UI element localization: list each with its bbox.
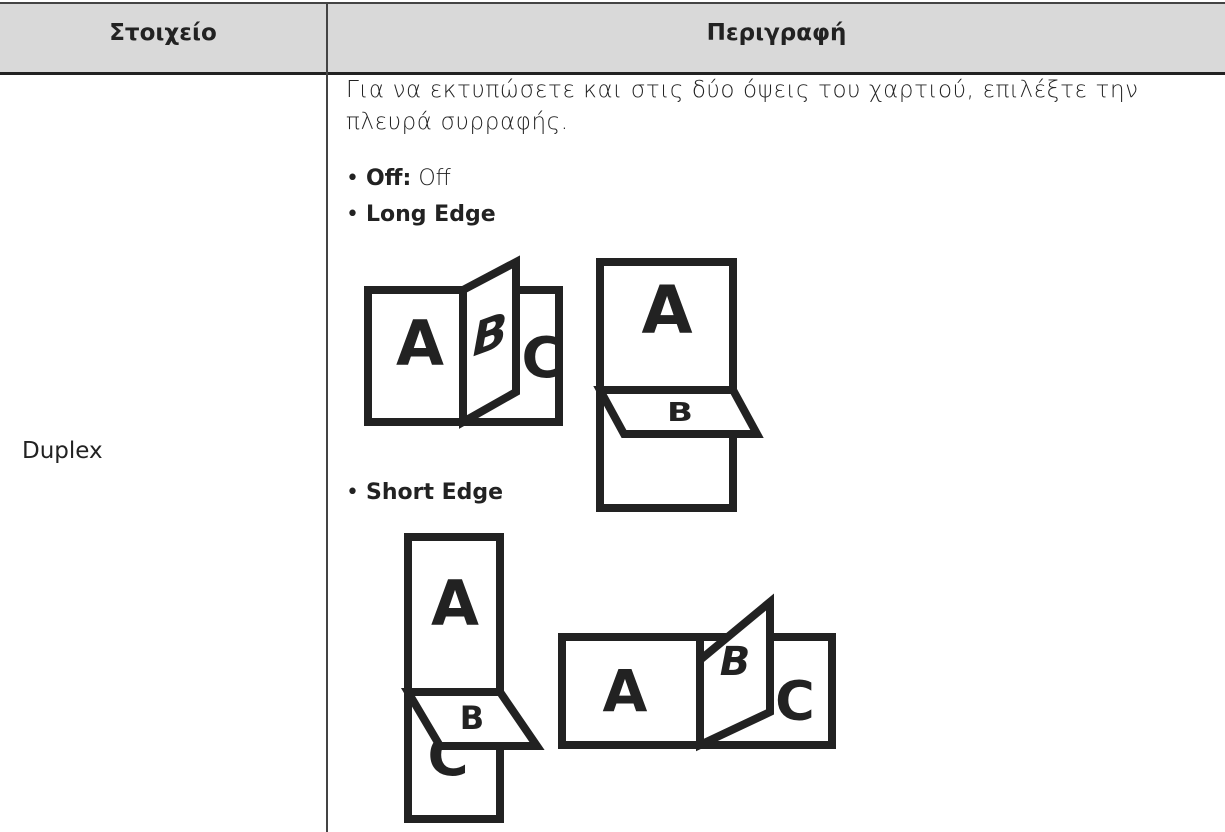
figure-letter: B bbox=[667, 398, 693, 428]
figure-letter: B bbox=[460, 699, 484, 737]
page-shape bbox=[596, 258, 737, 512]
item-cell: Duplex bbox=[22, 438, 103, 464]
page-shape bbox=[558, 633, 704, 749]
folded-page bbox=[696, 593, 774, 752]
page-shape bbox=[404, 533, 504, 823]
figure-letter: B bbox=[472, 302, 507, 368]
figure-letter: C bbox=[775, 670, 815, 733]
header-cell: Στοιχείο bbox=[109, 20, 217, 46]
figure-letter: A bbox=[641, 272, 692, 349]
figure-letter: A bbox=[431, 567, 479, 640]
figure-letter: A bbox=[396, 307, 444, 380]
column-divider bbox=[326, 4, 328, 832]
page-shape bbox=[364, 286, 467, 426]
bullet: • Long Edge bbox=[346, 202, 496, 227]
bullet: • Short Edge bbox=[346, 480, 504, 505]
table-header bbox=[0, 2, 1225, 75]
figure-letter: B bbox=[720, 639, 751, 685]
figure-letter: A bbox=[603, 657, 648, 725]
folded-page bbox=[459, 255, 520, 429]
bullet: • Off: Off bbox=[346, 166, 451, 191]
bullet-label: Long Edge bbox=[365, 202, 496, 227]
header-cell: Περιγραφή bbox=[706, 20, 847, 46]
folded-page bbox=[593, 386, 764, 438]
bullet-label: Off: bbox=[365, 166, 412, 191]
figure-letter: C bbox=[521, 326, 562, 391]
folded-page bbox=[400, 688, 545, 750]
bullet-text: Off bbox=[418, 166, 451, 191]
description: Για να εκτυπώσετε και στις δύο όψεις του… bbox=[346, 77, 1139, 135]
bullet-label: Short Edge bbox=[365, 480, 504, 505]
